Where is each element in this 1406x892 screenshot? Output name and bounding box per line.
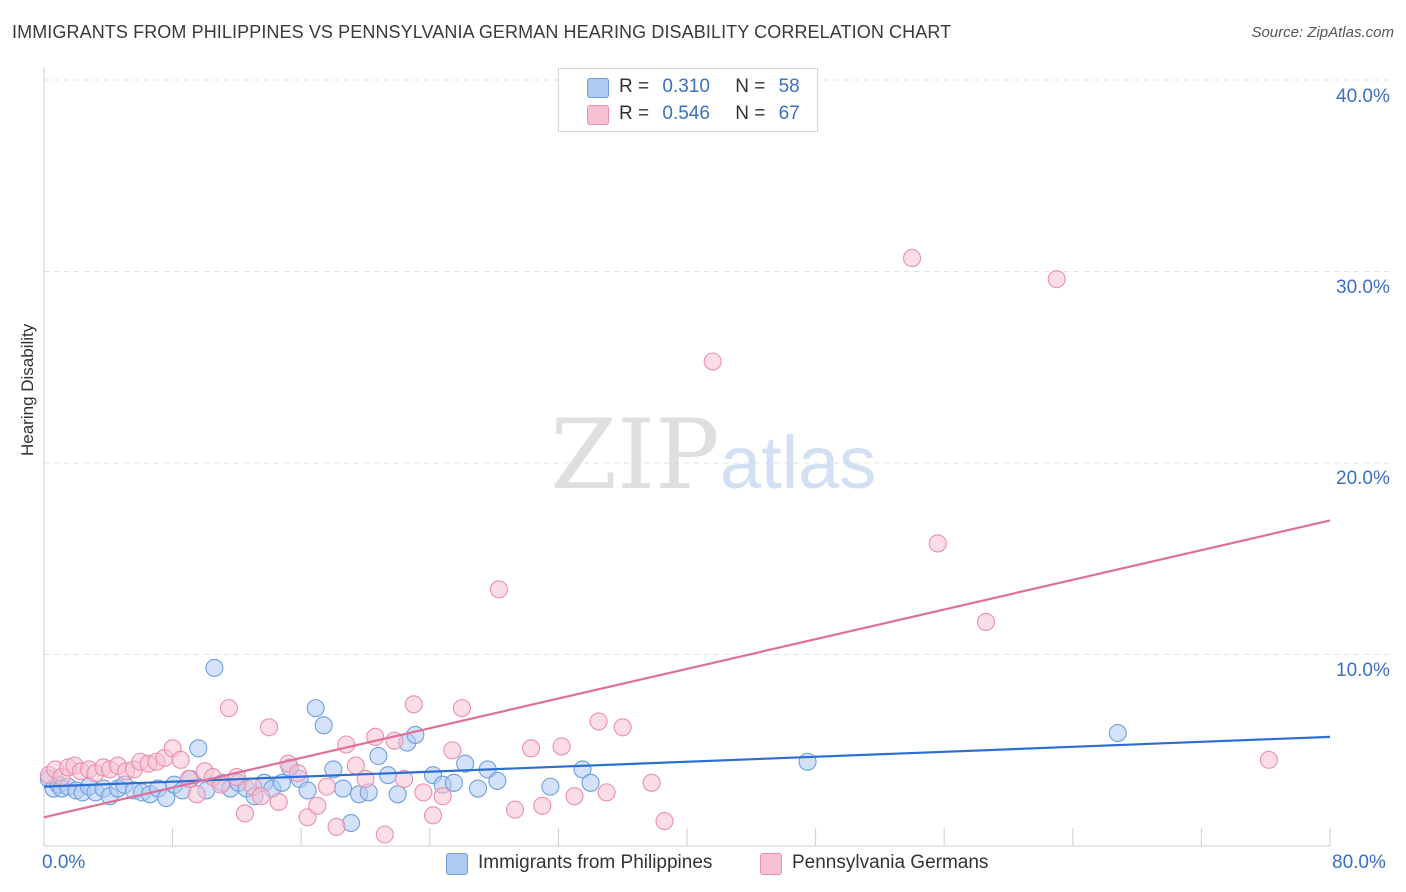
point-0-35 [306, 699, 325, 718]
point-1-34 [308, 796, 327, 815]
point-1-66 [1259, 750, 1278, 769]
point-1-32 [288, 764, 308, 783]
legend-r-label: R = [619, 76, 650, 97]
point-0-43 [378, 766, 398, 785]
x-tick-label-max: 80.0% [1332, 852, 1386, 873]
point-1-44 [404, 695, 423, 714]
point-1-59 [642, 773, 661, 792]
x-tick-label-min: 0.0% [42, 852, 86, 873]
y-tick-label-10: 10.0% [1336, 660, 1390, 681]
chart-title: IMMIGRANTS FROM PHILIPPINES VS PENNSYLVA… [12, 22, 952, 42]
legend-r-value-philippines: 0.310 [662, 76, 710, 97]
point-0-37 [324, 760, 343, 779]
series-points-1 [39, 249, 1278, 844]
point-1-36 [327, 817, 346, 836]
point-1-54 [552, 737, 571, 756]
point-1-49 [452, 699, 472, 718]
point-1-61 [703, 352, 722, 371]
legend-r-label: R = [619, 103, 650, 124]
point-1-55 [565, 787, 584, 806]
point-0-54 [541, 777, 560, 796]
grid-lines [44, 79, 1392, 655]
point-1-18 [171, 750, 190, 769]
point-0-46 [406, 725, 425, 744]
y-tick-label-20: 20.0% [1336, 468, 1390, 489]
point-1-43 [395, 769, 414, 789]
point-0-51 [468, 779, 488, 798]
series-swatch-pa-germans [760, 853, 782, 875]
point-1-24 [219, 699, 238, 718]
trend-line-0 [43, 735, 1331, 788]
point-0-21 [189, 739, 208, 758]
legend-swatch-philippines [587, 78, 609, 98]
point-1-58 [613, 718, 632, 737]
point-1-51 [505, 800, 525, 819]
point-1-41 [375, 825, 394, 844]
point-1-35 [317, 777, 336, 796]
stats-legend: R = 0.310 N = 58 R = 0.546 N = 67 [558, 68, 818, 132]
y-axis-label: Hearing Disability [18, 323, 37, 456]
point-0-49 [444, 773, 463, 792]
point-1-52 [522, 739, 541, 758]
trend-line-1 [43, 519, 1331, 819]
point-1-65 [1047, 270, 1066, 289]
point-1-26 [235, 804, 254, 823]
legend-n-value-pa-germans: 67 [778, 103, 800, 124]
series-name-philippines: Immigrants from Philippines [478, 852, 713, 873]
point-0-42 [369, 746, 388, 766]
legend-n-value-philippines: 58 [778, 76, 800, 97]
legend-stats-pa-germans: R = 0.546 N = 67 [619, 103, 800, 125]
legend-stats-philippines: R = 0.310 N = 58 [619, 76, 800, 98]
watermark-zip: ZIP [550, 399, 719, 511]
series-swatch-philippines [446, 853, 468, 875]
point-1-46 [423, 806, 443, 825]
point-1-64 [976, 612, 996, 631]
axes [43, 68, 1331, 847]
point-0-53 [488, 771, 507, 790]
point-1-45 [414, 783, 433, 802]
legend-r-value-pa-germans: 0.546 [662, 103, 710, 124]
point-0-50 [456, 754, 475, 773]
point-1-53 [533, 796, 552, 815]
source-credit: Source: ZipAtlas.com [1251, 24, 1394, 41]
point-1-48 [443, 741, 462, 760]
series-points-0 [39, 658, 1127, 833]
point-1-29 [259, 718, 279, 737]
point-0-34 [298, 781, 317, 800]
point-1-50 [489, 580, 508, 599]
point-0-44 [388, 785, 407, 804]
point-0-36 [314, 716, 333, 735]
point-1-28 [251, 787, 271, 806]
point-1-57 [597, 783, 616, 802]
watermark: ZIP atlas [550, 399, 876, 511]
point-1-62 [902, 249, 922, 268]
point-0-56 [581, 773, 600, 792]
point-1-30 [269, 792, 288, 812]
y-tick-label-30: 30.0% [1336, 277, 1390, 298]
point-0-38 [333, 779, 353, 798]
point-0-23 [205, 658, 224, 677]
data-points [39, 249, 1278, 844]
point-1-56 [589, 712, 608, 731]
legend-n-label: N = [735, 76, 766, 97]
watermark-atlas: atlas [720, 421, 876, 504]
point-1-47 [433, 787, 452, 806]
y-tick-label-40: 40.0% [1336, 86, 1390, 107]
point-1-37 [337, 735, 356, 754]
point-1-60 [655, 812, 674, 831]
trend-lines [43, 519, 1331, 819]
legend-n-label: N = [735, 103, 766, 124]
point-0-58 [1108, 723, 1127, 743]
series-name-pa-germans: Pennsylvania Germans [792, 852, 989, 873]
point-1-20 [187, 785, 206, 804]
point-1-63 [928, 534, 947, 553]
legend-swatch-pa-germans [587, 105, 609, 125]
